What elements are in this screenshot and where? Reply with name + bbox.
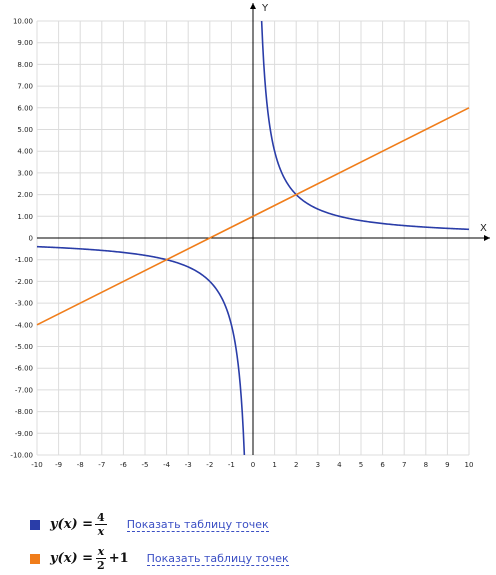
x-tick-label: -3 xyxy=(185,461,192,469)
y-tick-label: 9.00 xyxy=(17,39,33,47)
y-tick-label: 3.00 xyxy=(17,169,33,177)
show-points-table-link[interactable]: Показать таблицу точек xyxy=(146,551,289,566)
y-tick-labels: 10.00 9.00 8.00 7.00 6.00 5.00 4.00 3.00 2.00 1.0… xyxy=(10,18,33,460)
y-tick-label: 6.00 xyxy=(17,104,33,112)
y-tick-label: -5.00 xyxy=(15,343,33,351)
y-tick-label: 2.00 xyxy=(17,191,33,199)
legend-item-hyperbola: y(x) = 4 x Показать таблицу точек xyxy=(30,512,269,537)
function-plot: -10 -9 -8 -7 -6 -5 -4 -3 -2 -1 0 1 2 3 4 5 6 7 8 9 10 10.009… xyxy=(10,3,490,469)
series-hyperbola-left-branch xyxy=(36,245,246,456)
y-tick-label: 10.00 xyxy=(13,18,33,26)
y-tick-label: -2.00 xyxy=(15,278,33,286)
x-tick-label: 4 xyxy=(337,461,342,469)
series-hyperbola-right-branch xyxy=(260,20,470,231)
y-tick-label: -6.00 xyxy=(15,365,33,373)
show-points-table-link[interactable]: Показать таблицу точек xyxy=(126,517,269,532)
x-tick-label: -2 xyxy=(206,461,213,469)
fraction: 4 x xyxy=(95,512,107,537)
y-tick-label: 8.00 xyxy=(17,61,33,69)
x-axis-arrow xyxy=(484,235,490,241)
y-tick-label: -7.00 xyxy=(15,386,33,394)
formula-lhs: y(x) = xyxy=(50,551,94,566)
x-tick-label: 2 xyxy=(294,461,298,469)
x-tick-label: -8 xyxy=(77,461,84,469)
x-axis-label: X xyxy=(480,223,487,234)
legend-swatch-blue xyxy=(30,519,40,530)
x-tick-label: 5 xyxy=(359,461,363,469)
series-line xyxy=(36,107,470,326)
y-tick-label: -4.00 xyxy=(15,321,33,329)
y-tick-label: -9.00 xyxy=(15,430,33,438)
x-tick-label: -7 xyxy=(98,461,105,469)
x-tick-label: -6 xyxy=(120,461,128,469)
fraction-numerator: x xyxy=(95,545,107,559)
legend-swatch-orange xyxy=(30,553,40,564)
x-tick-label: -9 xyxy=(55,461,62,469)
x-tick-labels: -10 -9 -8 -7 -6 -5 -4 -3 -2 -1 0 1 2 3 4 5 6 7 8 9 10 xyxy=(31,461,473,469)
y-tick-label: 7.00 xyxy=(17,83,33,91)
axes xyxy=(37,3,490,455)
y-tick-label: -3.00 xyxy=(15,300,33,308)
curves xyxy=(36,20,470,456)
x-tick-label: 0 xyxy=(251,461,255,469)
y-axis-arrow xyxy=(250,3,256,9)
x-tick-label: 1 xyxy=(272,461,276,469)
fraction-denominator: 2 xyxy=(97,559,105,572)
y-tick-label: -10.00 xyxy=(10,452,33,460)
x-tick-label: -5 xyxy=(142,461,149,469)
x-tick-label: -4 xyxy=(163,461,171,469)
x-tick-label: 10 xyxy=(465,461,474,469)
x-tick-label: 3 xyxy=(316,461,320,469)
x-tick-label: 7 xyxy=(402,461,406,469)
y-tick-label: 5.00 xyxy=(17,126,33,134)
formula-suffix: +1 xyxy=(108,551,129,566)
legend-item-line: y(x) = x 2 +1 Показать таблицу точек xyxy=(30,546,289,571)
fraction: x 2 xyxy=(95,546,107,571)
fraction-denominator: x xyxy=(97,525,105,538)
formula-line: y(x) = x 2 +1 xyxy=(50,546,129,571)
x-tick-label: -1 xyxy=(228,461,235,469)
formula-lhs: y(x) = xyxy=(50,517,94,532)
y-tick-label: -1.00 xyxy=(15,256,33,264)
y-tick-label: 0 xyxy=(29,235,33,243)
y-tick-label: -8.00 xyxy=(15,408,33,416)
x-tick-label: 9 xyxy=(445,461,449,469)
x-tick-label: -10 xyxy=(31,461,42,469)
fraction-numerator: 4 xyxy=(95,511,107,525)
formula-hyperbola: y(x) = 4 x xyxy=(50,512,109,537)
y-axis-label: Y xyxy=(261,3,269,14)
y-tick-label: 4.00 xyxy=(17,148,33,156)
x-tick-label: 6 xyxy=(380,461,385,469)
x-tick-label: 8 xyxy=(424,461,428,469)
y-tick-label: 1.00 xyxy=(17,213,33,221)
